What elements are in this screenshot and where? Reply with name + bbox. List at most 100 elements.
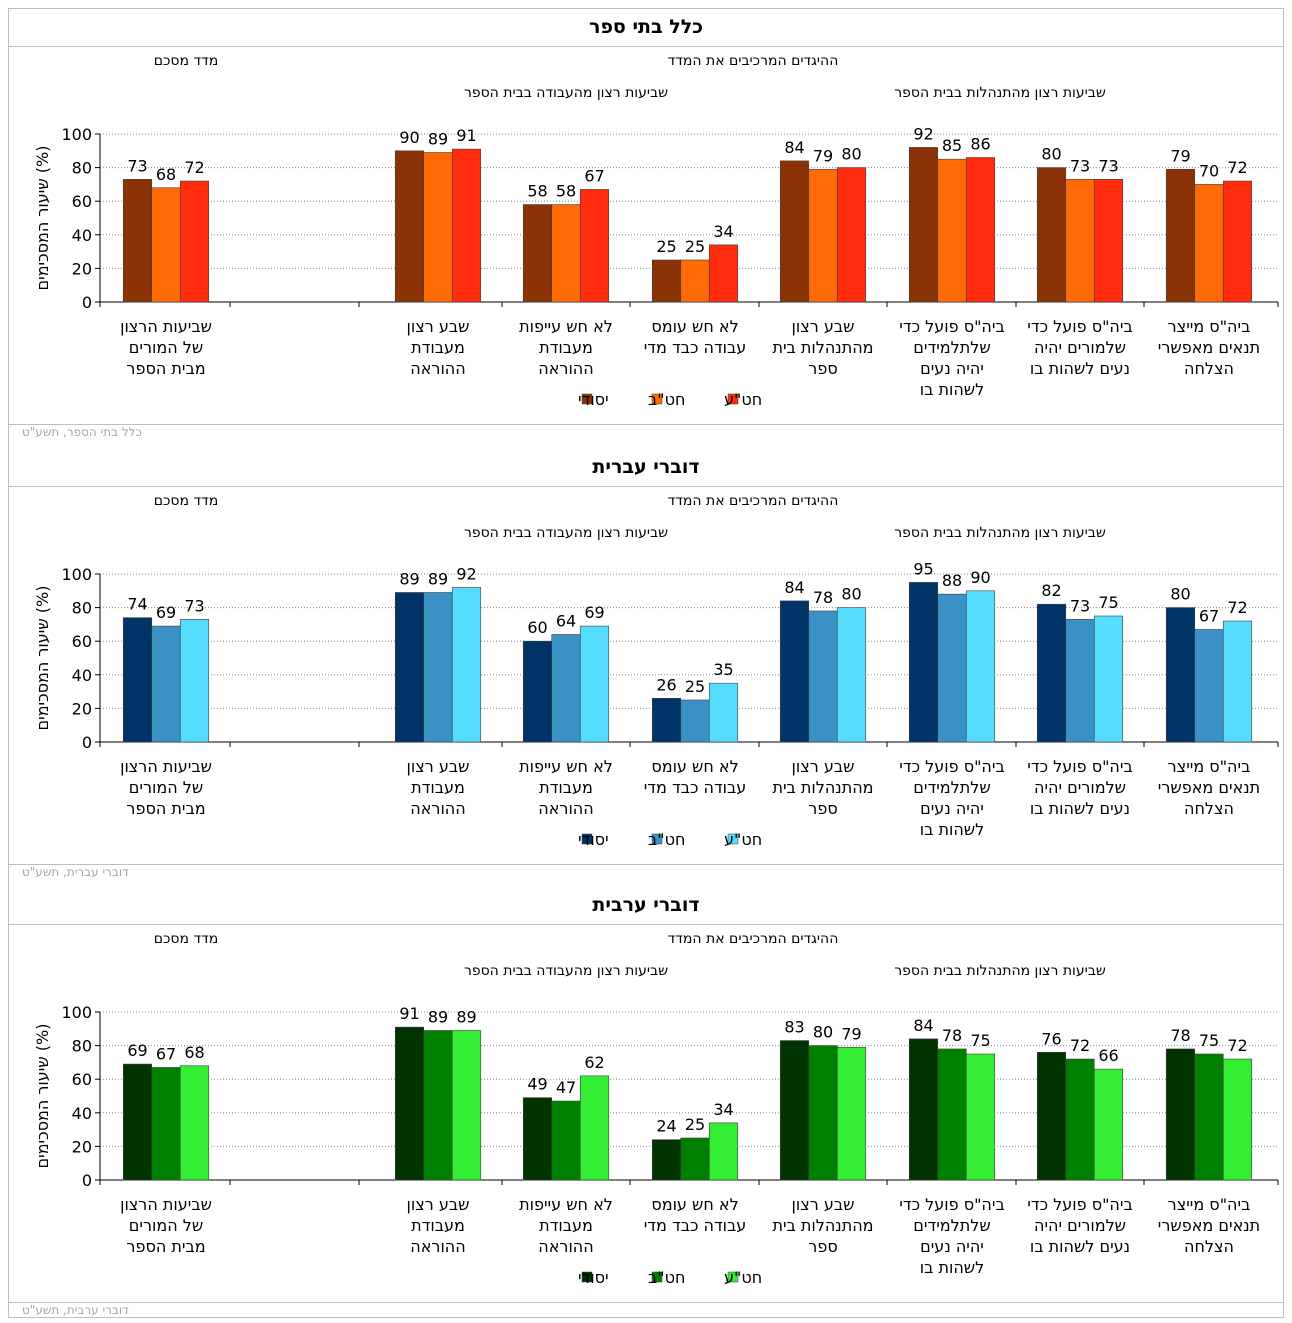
bar [779, 160, 810, 303]
bar [965, 157, 996, 303]
legend-swatch [727, 833, 739, 845]
bar [908, 147, 939, 303]
bar [122, 1063, 153, 1181]
title-divider [8, 46, 1284, 47]
y-tick-label: 0 [82, 1171, 92, 1190]
category-label: שבע רצון מעבודת ההוראה [407, 757, 470, 818]
legend-label: חט"ע [724, 1268, 762, 1287]
data-label: 95 [913, 559, 933, 578]
legend-label: חט"ב [648, 830, 685, 849]
category-label: לא חש עומס עבודה כבד מדי [644, 1195, 747, 1235]
y-tick-label: 60 [72, 632, 92, 651]
data-label: 34 [713, 1100, 733, 1119]
bar [708, 682, 739, 743]
bar [1165, 168, 1196, 303]
y-tick-label: 20 [72, 1137, 92, 1156]
data-label: 89 [428, 1007, 448, 1026]
bar [122, 617, 153, 743]
bar [836, 1046, 867, 1181]
bar [394, 1026, 425, 1181]
data-label: 73 [1070, 596, 1090, 615]
data-label: 69 [127, 1041, 147, 1060]
data-label: 79 [813, 146, 833, 165]
data-label: 82 [1041, 581, 1061, 600]
bar [1036, 167, 1067, 303]
bar [423, 152, 453, 303]
bar [522, 640, 553, 743]
legend-swatch [727, 393, 739, 405]
data-label: 80 [1170, 585, 1190, 604]
bar [1165, 1048, 1196, 1181]
bar [1194, 1053, 1224, 1181]
data-label: 72 [1227, 158, 1247, 177]
category-label: לא חש עומס עבודה כבד מדי [644, 317, 747, 357]
y-tick-label: 80 [72, 1037, 92, 1056]
bar [151, 625, 181, 743]
y-tick-label: 60 [72, 1070, 92, 1089]
bar [680, 699, 710, 743]
bar [965, 1053, 996, 1181]
category-label: שבע רצון מעבודת ההוראה [407, 317, 470, 378]
y-tick-label: 40 [72, 1104, 92, 1123]
y-tick-label: 40 [72, 666, 92, 685]
data-label: 88 [942, 571, 962, 590]
bar [937, 1048, 967, 1181]
bar [779, 600, 810, 743]
data-label: 72 [1070, 1036, 1090, 1055]
y-axis-label: שיעור המסכימים (%) [33, 586, 52, 731]
data-label: 92 [456, 564, 476, 583]
bar [836, 167, 867, 303]
figure-frame [8, 8, 1284, 1318]
bar [937, 158, 967, 303]
data-label: 58 [527, 182, 547, 201]
data-label: 72 [1227, 598, 1247, 617]
legend-swatch [581, 1271, 593, 1283]
chart-title: דוברי עברית [592, 456, 700, 478]
bar [1065, 619, 1095, 743]
y-tick-label: 80 [72, 159, 92, 178]
bar [937, 593, 967, 743]
group-label-work: שביעות רצון מהעבודה בבית הספר [464, 85, 668, 101]
data-label: 67 [1199, 606, 1219, 625]
data-label: 89 [428, 129, 448, 148]
legend-label: חט"ב [648, 390, 685, 409]
legend-label: יסודי [578, 390, 609, 409]
chart-footer: כלל בתי הספר, תשע"ט [22, 425, 142, 439]
category-label: ביה"ס פועל כדי שלמורים יהיה נעים לשהות בו [1027, 757, 1132, 818]
title-divider [8, 486, 1284, 487]
bar [1065, 179, 1095, 303]
data-label: 24 [656, 1117, 676, 1136]
bar [579, 189, 610, 303]
data-label: 49 [527, 1075, 547, 1094]
data-label: 69 [584, 603, 604, 622]
bar [551, 634, 581, 743]
legend-swatch [581, 833, 593, 845]
bar [179, 619, 210, 743]
footer-divider [8, 1302, 1284, 1303]
category-label: לא חש עייפות מעבודת ההוראה [519, 757, 613, 818]
bar [451, 587, 482, 743]
bar [836, 607, 867, 743]
data-label: 73 [1070, 156, 1090, 175]
category-label: לא חש עייפות מעבודת ההוראה [519, 1195, 613, 1256]
data-label: 73 [184, 596, 204, 615]
data-label: 47 [556, 1078, 576, 1097]
bar [522, 204, 553, 303]
data-label: 25 [685, 677, 705, 696]
items-header: ההיגדים המרכיבים את המדד [668, 493, 839, 509]
legend-swatch [727, 1271, 739, 1283]
bar [808, 1045, 838, 1181]
data-label: 86 [970, 135, 990, 154]
category-label: ביה"ס פועל כדי שלתלמידים יהיה נעים לשהות בו [899, 1195, 1004, 1277]
data-label: 79 [841, 1024, 861, 1043]
data-label: 62 [584, 1053, 604, 1072]
data-label: 70 [1199, 161, 1219, 180]
bar [908, 582, 939, 743]
y-tick-label: 60 [72, 192, 92, 211]
category-label: לא חש עייפות מעבודת ההוראה [519, 317, 613, 378]
legend-swatch [651, 1271, 663, 1283]
bar [651, 1139, 682, 1181]
category-label: שביעות הרצון של המורים מבית הספר [120, 1195, 212, 1256]
bar [808, 610, 838, 743]
chart-footer: דוברי עברית, תשע"ט [22, 865, 129, 879]
